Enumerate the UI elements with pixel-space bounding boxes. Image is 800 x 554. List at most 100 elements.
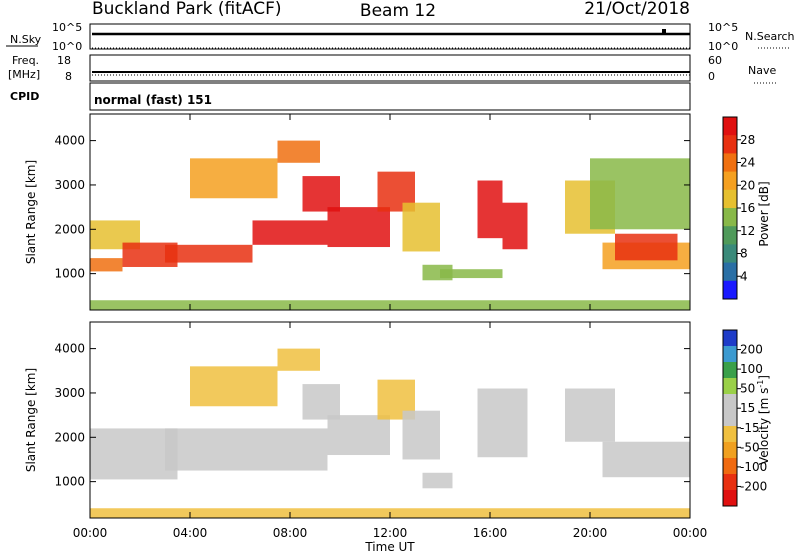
velocity-scatter-region (402, 410, 440, 460)
velocity-y-tick-label: 4000 (54, 342, 85, 356)
cpid-panel-frame (89, 82, 691, 111)
power-colorbar-tick-label: 16 (740, 201, 755, 215)
velocity-colorbar-label: Velocity [m s-1] (756, 375, 771, 465)
power-scatter-region (440, 269, 503, 279)
velocity-scatter-region (477, 388, 528, 458)
velocity-colorbar-swatch (723, 442, 737, 459)
power-colorbar-tick-label: 28 (740, 133, 755, 147)
power-scatter-region (90, 258, 123, 272)
velocity-colorbar-swatch (723, 346, 737, 363)
velocity-colorbar-swatch (723, 330, 737, 347)
nave-axis-bottom: 0 (708, 70, 715, 83)
power-colorbar: 4 8 12 16 20 24 28 (722, 116, 755, 300)
velocity-scatter-region (190, 366, 278, 407)
station-title: Buckland Park (fitACF) (92, 0, 282, 19)
power-scatter-region (502, 202, 528, 250)
cpid-label: CPID (10, 90, 39, 103)
velocity-colorbar-swatch (723, 474, 737, 491)
power-y-tick-label: 4000 (54, 134, 85, 148)
power-scatter-region (302, 176, 340, 212)
time-tick-label: 16:00 (473, 526, 508, 540)
power-colorbar-tick-label: 12 (740, 224, 755, 238)
time-tick-label: 12:00 (373, 526, 408, 540)
freq-panel-frame (89, 54, 691, 82)
nsearch-axis-top: 10^5 (708, 21, 738, 34)
cpid-panel: CPID normal (fast) 151 (10, 82, 691, 111)
noise-panel: N.Sky 10^5 10^0 10^5 10^0 N.Search (6, 21, 795, 53)
freq-panel: Freq. [MHz] 18 8 60 0 Nave (8, 54, 778, 84)
velocity-colorbar-swatch (723, 394, 737, 411)
power-y-tick-label: 1000 (54, 267, 85, 281)
velocity-y-tick-label: 1000 (54, 475, 85, 489)
velocity-colorbar-label-text: Velocity [m s (757, 388, 771, 465)
power-colorbar-swatch (723, 135, 737, 154)
velocity-scatter-region (565, 388, 615, 442)
freq-label: Freq. (12, 54, 39, 67)
nave-label: Nave (748, 64, 776, 77)
nsky-axis-bottom: 10^0 (52, 40, 82, 53)
velocity-scatter-region (327, 415, 390, 456)
velocity-colorbar-swatch (723, 458, 737, 475)
velocity-colorbar-swatch (723, 490, 737, 507)
velocity-colorbar-tick-label: 200 (740, 343, 763, 357)
velocity-colorbar: 200 100 50 15 -15 -50 -100 -200 (722, 329, 767, 507)
date-title: 21/Oct/2018 (584, 0, 690, 19)
power-scatter-region (590, 158, 690, 230)
power-y-tick-label: 3000 (54, 178, 85, 192)
power-colorbar-swatch (723, 226, 737, 245)
velocity-colorbar-swatch (723, 378, 737, 395)
velocity-scatter-region (302, 384, 340, 420)
velocity-colorbar-tick-label: 50 (740, 382, 755, 396)
power-scatter-region (402, 202, 440, 252)
velocity-colorbar-tick-label: -50 (740, 440, 760, 454)
freq-unit-label: [MHz] (8, 68, 40, 81)
power-scatter-region (190, 158, 278, 199)
power-scatter-region (165, 244, 253, 263)
time-tick-label: 00:00 (673, 526, 708, 540)
power-scatter-region (327, 207, 390, 248)
power-y-axis-label: Slant Range [km] (24, 160, 38, 264)
power-scatter-region (252, 220, 328, 245)
velocity-y-axis: 1000 2000 3000 4000 (54, 322, 691, 518)
noise-panel-frame (89, 23, 691, 50)
nsky-label: N.Sky (10, 33, 42, 46)
power-colorbar-tick-label: 24 (740, 156, 755, 170)
power-colorbar-swatch (723, 153, 737, 173)
power-colorbar-swatch (723, 171, 737, 191)
time-tick-label: 04:00 (173, 526, 208, 540)
velocity-colorbar-tick-label: -200 (740, 479, 767, 493)
velocity-y-tick-label: 2000 (54, 430, 85, 444)
time-tick-label: 08:00 (273, 526, 308, 540)
cpid-value: normal (fast) 151 (94, 93, 212, 107)
velocity-scatter-region (422, 472, 453, 489)
velocity-colorbar-frame (722, 329, 738, 507)
nsky-axis-top: 10^5 (52, 21, 82, 34)
time-tick-label: 00:00 (73, 526, 108, 540)
power-colorbar-swatch (723, 117, 737, 136)
time-x-axis: 00:00 04:00 08:00 12:00 16:00 20:00 00:00 (73, 526, 708, 540)
velocity-colorbar-swatch (723, 410, 737, 427)
nave-axis-top: 60 (708, 54, 722, 67)
power-colorbar-label: Power [dB] (757, 181, 771, 246)
nsearch-label: N.Search (745, 30, 795, 43)
velocity-colorbar-tick-label: -100 (740, 460, 767, 474)
nsearch-axis-bottom: 10^0 (708, 40, 738, 53)
velocity-colorbar-tick-label: 100 (740, 362, 763, 376)
velocity-colorbar-tick-label: -15 (740, 421, 760, 435)
time-axis-label: Time UT (364, 540, 415, 554)
power-y-axis: 1000 2000 3000 4000 (54, 114, 691, 310)
power-colorbar-tick-label: 20 (740, 178, 755, 192)
velocity-colorbar-swatch (723, 426, 737, 443)
velocity-scatter-region (277, 348, 320, 371)
beam-title: Beam 12 (360, 1, 436, 21)
nsky-spike (662, 29, 666, 34)
freq-axis-bottom: 8 (65, 70, 72, 83)
velocity-y-tick-label: 3000 (54, 386, 85, 400)
power-colorbar-swatch (723, 262, 737, 282)
velocity-scatter-region (165, 428, 328, 471)
velocity-colorbar-tick-label: 15 (740, 401, 755, 415)
velocity-scatter-region (90, 428, 178, 480)
